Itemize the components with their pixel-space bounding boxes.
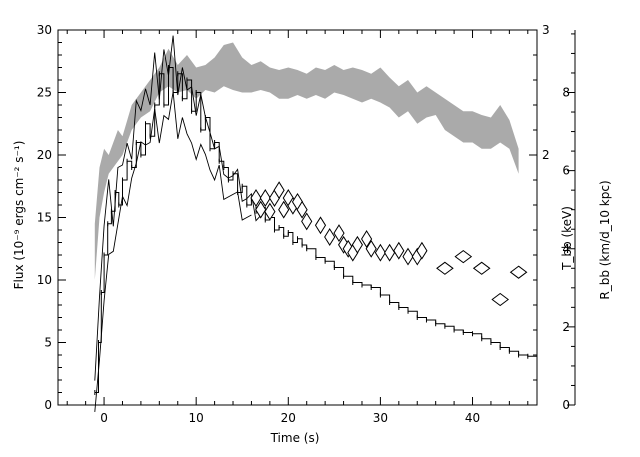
- flux-tick-label: 10: [37, 273, 52, 287]
- radius-point: [333, 224, 345, 243]
- radius-point: [384, 243, 396, 262]
- x-tick-label: 0: [100, 411, 108, 425]
- flux-axis-title: Flux (10⁻⁹ ergs cm⁻² s⁻¹): [12, 141, 26, 290]
- radius-point: [402, 247, 414, 266]
- radius-point: [273, 181, 285, 200]
- tick-marks: [58, 29, 575, 406]
- radius-point: [393, 241, 405, 260]
- radius-point: [416, 241, 428, 260]
- x-tick-label: 30: [373, 411, 388, 425]
- flux-fine-b-line: [94, 91, 252, 412]
- x-tick-label: 40: [465, 411, 480, 425]
- temperature-tick-label: 2: [542, 148, 550, 162]
- radius-tick-label: 4: [562, 242, 570, 256]
- radius-point: [278, 200, 290, 219]
- temperature-band: [94, 42, 519, 280]
- radius-point: [250, 189, 262, 207]
- radius-marker-layer: [250, 181, 528, 307]
- radius-point: [351, 235, 363, 254]
- radius-point: [472, 261, 491, 275]
- radius-point: [454, 249, 473, 264]
- radius-point: [314, 216, 327, 235]
- radius-point: [491, 292, 510, 307]
- radius-point: [259, 189, 271, 207]
- radius-tick-label: 2: [562, 320, 570, 334]
- radius-point: [365, 239, 377, 258]
- radius-point: [264, 202, 276, 221]
- temperature-tick-label: 3: [542, 23, 550, 37]
- radius-axis-title: R_bb (km/d_10 kpc): [598, 180, 612, 299]
- radius-tick-label: 6: [562, 164, 570, 178]
- x-tick-label: 10: [189, 411, 204, 425]
- radius-tick-label: 8: [562, 86, 570, 100]
- x-axis-title: Time (s): [270, 431, 320, 445]
- flux-fine-a-line: [94, 35, 262, 381]
- radius-point: [509, 265, 528, 279]
- radius-point: [361, 230, 373, 248]
- flux-tick-label: 0: [44, 398, 52, 412]
- radius-point: [374, 243, 386, 262]
- flux-tick-label: 25: [37, 86, 52, 100]
- flux-tick-label: 15: [37, 211, 52, 225]
- flux-tick-label: 20: [37, 148, 52, 162]
- radius-point: [296, 200, 308, 219]
- radius-tick-label: 0: [562, 398, 570, 412]
- temperature-axis-title: T_bb (keV): [560, 206, 574, 271]
- radius-point: [255, 200, 267, 219]
- flux-tick-label: 30: [37, 23, 52, 37]
- radius-point: [324, 228, 336, 246]
- temperature-band-layer: [94, 42, 519, 280]
- x-tick-label: 20: [281, 411, 296, 425]
- radius-point: [301, 212, 313, 231]
- radius-point: [436, 261, 454, 275]
- flux-tick-label: 5: [44, 336, 52, 350]
